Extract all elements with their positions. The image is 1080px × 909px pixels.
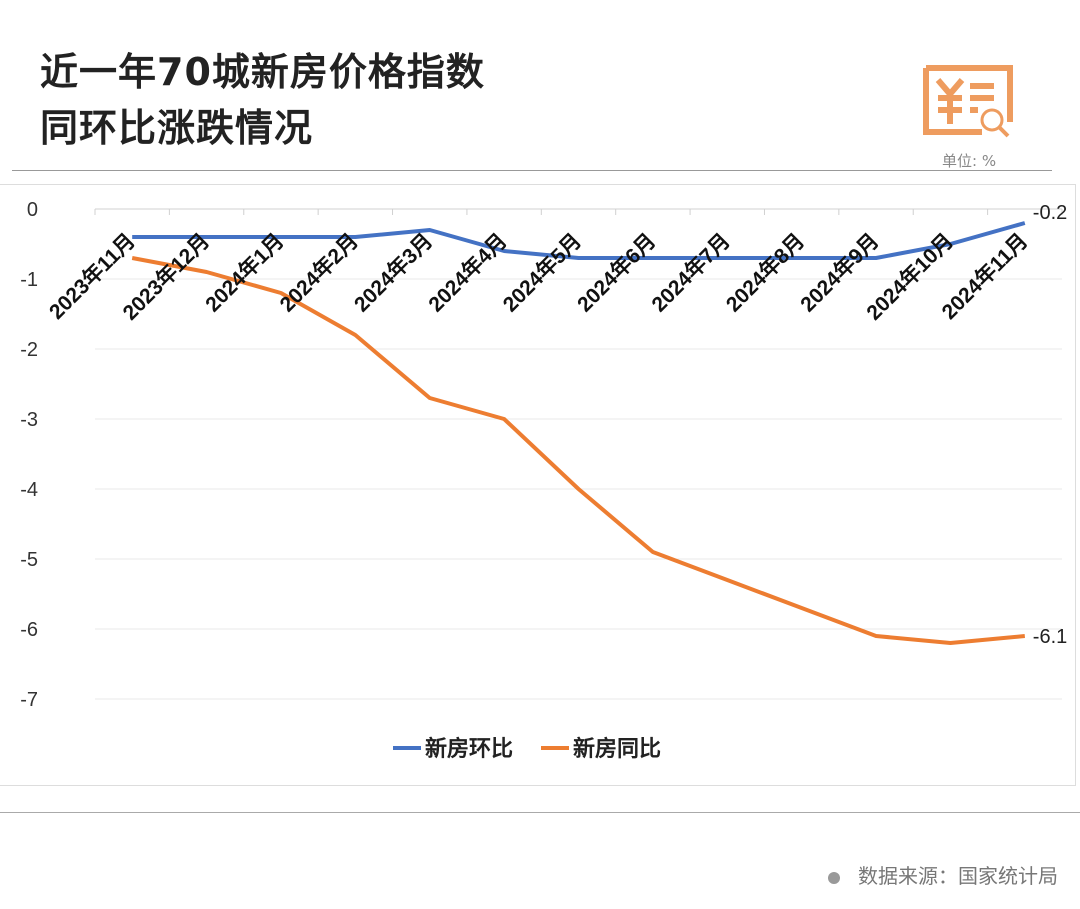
legend-label: 新房同比	[573, 736, 661, 761]
yuan-document-search-icon	[923, 65, 1013, 138]
x-tick-label: 2024年2月	[275, 229, 363, 317]
end-data-label: -6.1	[1033, 626, 1067, 648]
y-tick-label: -6	[20, 619, 38, 641]
y-tick-label: -2	[20, 339, 38, 361]
divider	[12, 170, 1052, 171]
page-title: 近一年70城新房价格指数 同环比涨跌情况	[40, 44, 485, 156]
unit-label: 单位: %	[942, 152, 997, 170]
y-tick-label: 0	[27, 199, 38, 221]
chart-area	[0, 184, 1076, 786]
y-tick-label: -4	[20, 479, 38, 501]
x-tick-label: 2024年5月	[498, 229, 586, 317]
bullet-icon	[828, 871, 840, 884]
source-text: 数据来源：国家统计局	[858, 864, 1058, 888]
series-line-yoy	[131, 256, 1025, 645]
footer-divider	[0, 812, 1080, 813]
data-source: 数据来源：国家统计局	[828, 860, 1058, 889]
y-tick-label: -5	[20, 549, 38, 571]
title-line-2: 同环比涨跌情况	[40, 106, 314, 150]
x-tick-label: 2024年6月	[572, 229, 660, 317]
legend-label: 新房环比	[425, 736, 513, 761]
title-line-1: 近一年70城新房价格指数	[40, 50, 485, 94]
x-tick-label: 2024年8月	[721, 229, 809, 317]
line-chart: 0-1-2-3-4-5-6-7-0.2-6.12023年11月2023年12月2…	[20, 199, 1067, 761]
end-data-label: -0.2	[1033, 202, 1067, 224]
y-tick-label: -7	[20, 689, 38, 711]
x-tick-label: 2024年3月	[349, 229, 437, 317]
x-tick-label: 2024年7月	[647, 229, 735, 317]
y-tick-label: -3	[20, 409, 38, 431]
y-tick-label: -1	[20, 269, 38, 291]
